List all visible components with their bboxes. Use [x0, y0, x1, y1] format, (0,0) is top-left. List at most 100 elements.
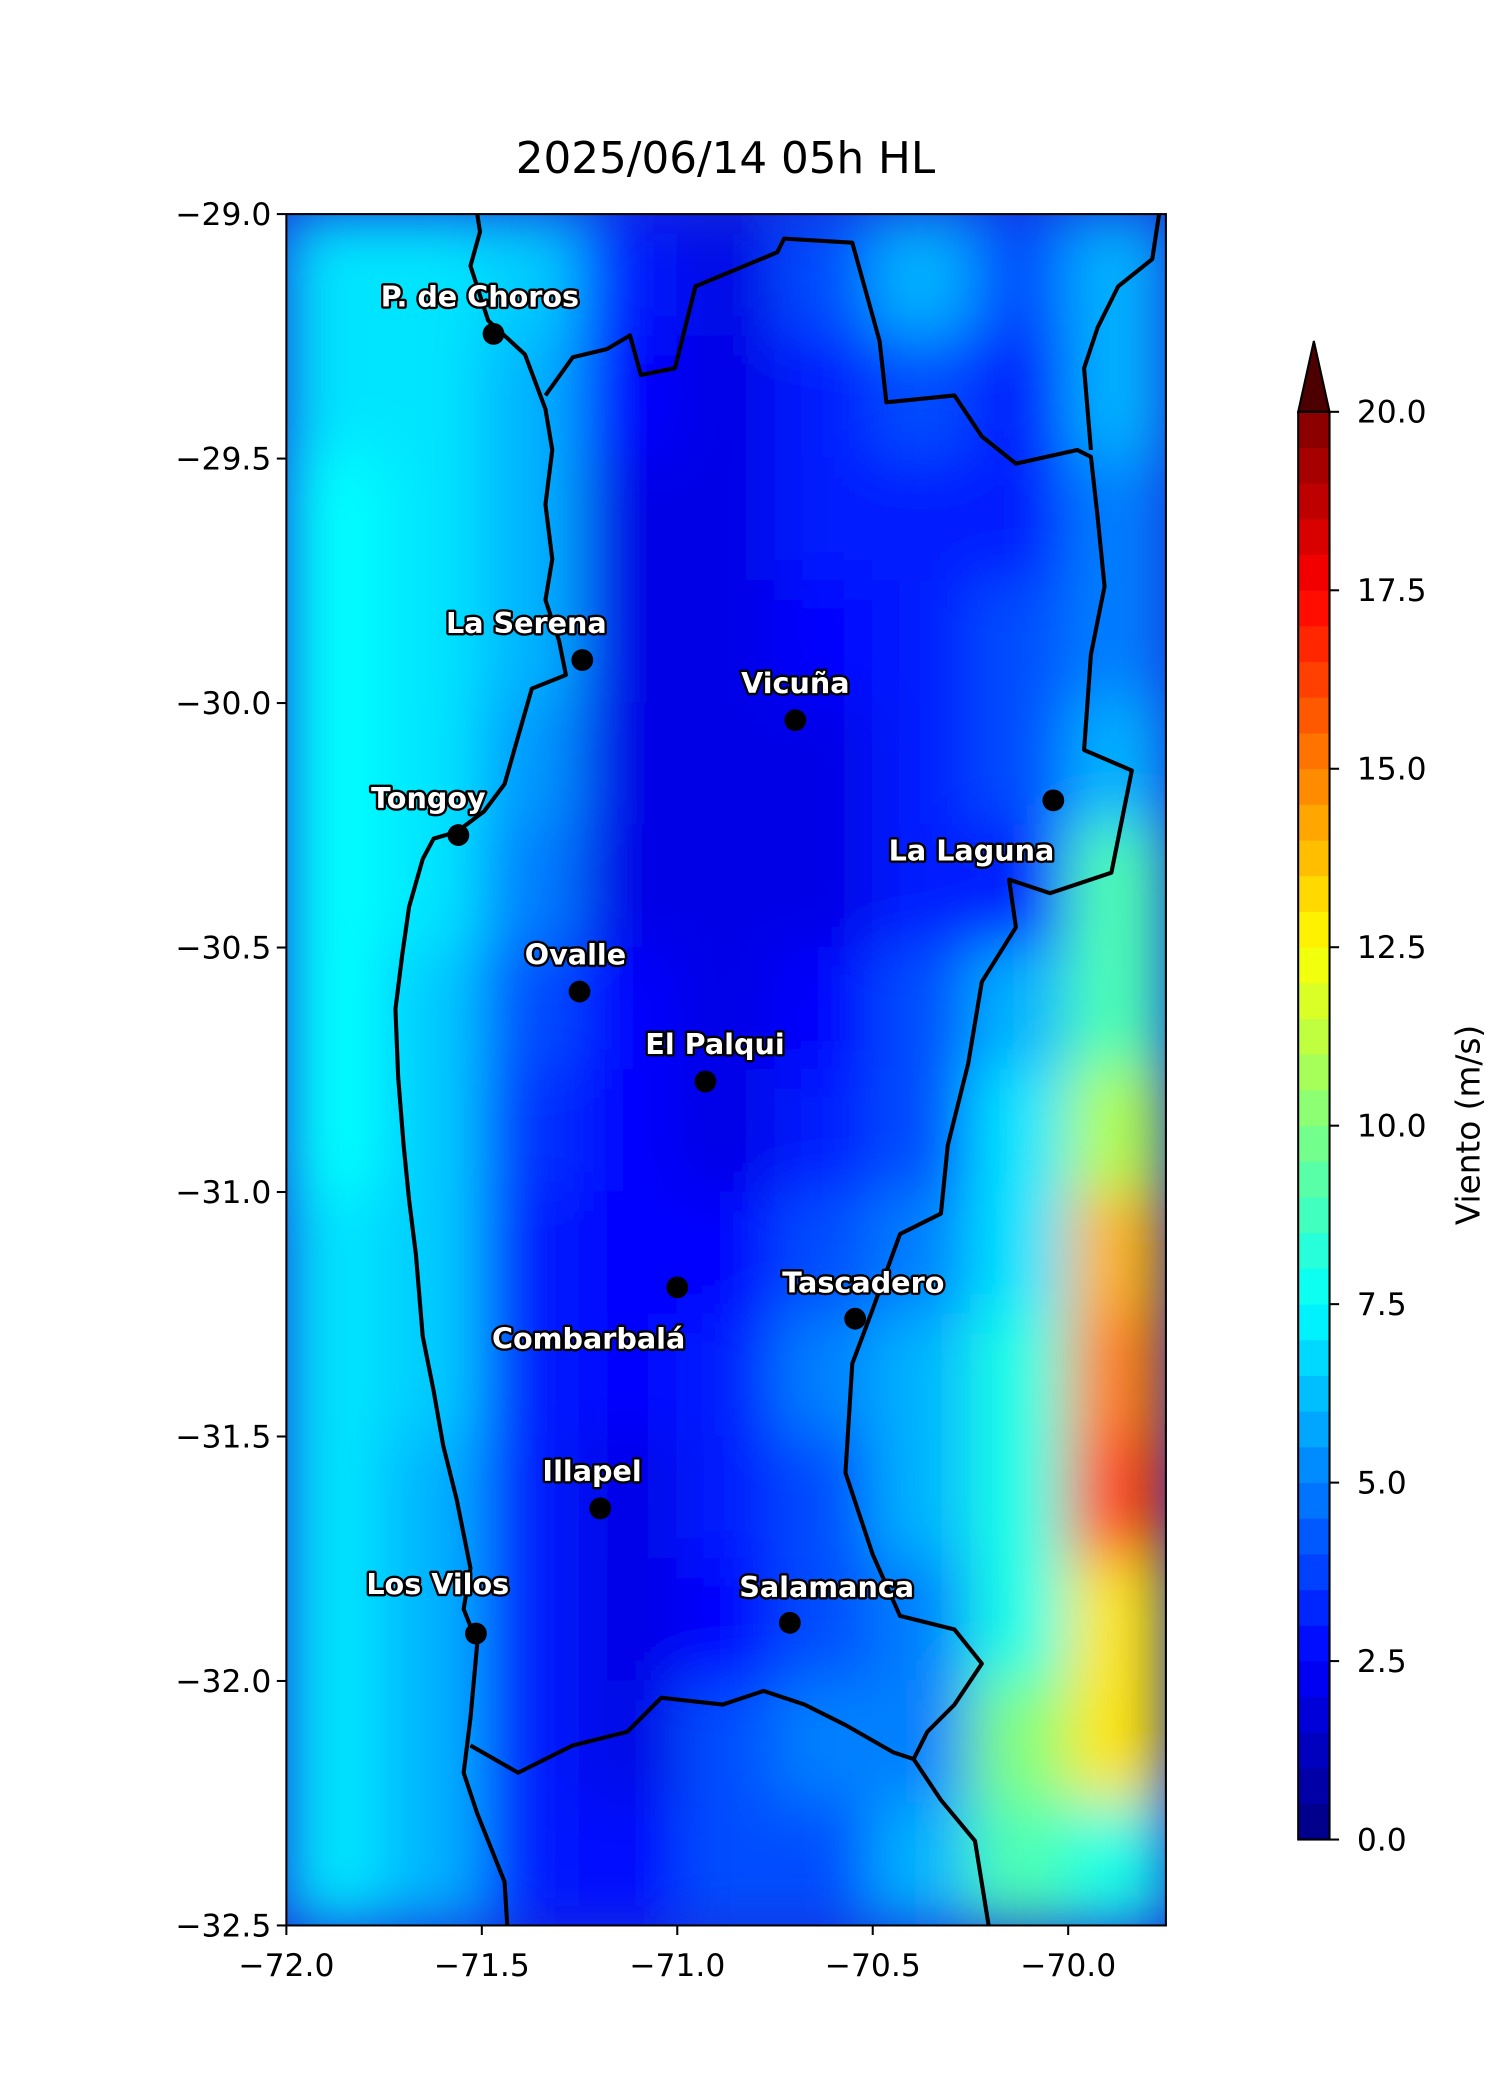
wind-cell: [578, 824, 678, 949]
x-tick-label: −70.5: [825, 1948, 921, 1984]
wind-cell: [383, 702, 483, 826]
boundaries: [393, 214, 1162, 1926]
colorbar-frame: [1297, 410, 1331, 1841]
wind-cell: [1067, 1680, 1166, 1804]
wind-cell: [676, 824, 776, 949]
wind-cell: [676, 1802, 776, 1926]
colorbar: 0.0 2.5 5.0 7.5 10.0 12.5 15.0 17.5 20.0: [1296, 340, 1427, 1858]
wind-cell: [774, 580, 874, 704]
chart-title: 2025/06/14 05h HL: [516, 134, 936, 184]
city-label: Ovalle: [525, 937, 626, 971]
y-tick-label: −30.5: [175, 930, 271, 966]
x-tick-label: −71.0: [629, 1948, 725, 1984]
y-tick-label: −29.5: [175, 441, 271, 477]
colorbar-band: [1298, 1232, 1330, 1269]
wind-cell: [286, 580, 385, 704]
colorbar-band: [1298, 1089, 1330, 1127]
wind-cell: [969, 580, 1069, 704]
colorbar-band: [1298, 732, 1330, 770]
colorbar-band: [1298, 1125, 1330, 1162]
wind-cell: [481, 1680, 581, 1804]
colorbar-band: [1298, 625, 1330, 663]
city-label: Tascadero: [782, 1266, 944, 1300]
city-marker: [589, 1497, 612, 1520]
wind-cell: [872, 702, 972, 826]
colorbar-band: [1298, 911, 1330, 948]
colorbar-tick-label: 0.0: [1357, 1822, 1407, 1858]
wind-cell: [383, 1435, 483, 1560]
wind-cell: [1067, 1191, 1166, 1315]
wind-cell: [286, 335, 385, 460]
wind-cell: [676, 1069, 776, 1193]
wind-cell: [969, 457, 1069, 582]
colorbar-band: [1298, 1375, 1330, 1412]
colorbar-band: [1298, 1660, 1330, 1698]
wind-cell: [969, 946, 1069, 1071]
city-label: Combarbalá: [492, 1322, 685, 1356]
city-marker: [571, 649, 594, 671]
colorbar-band: [1298, 982, 1330, 1020]
y-tick-label: −31.5: [175, 1419, 271, 1455]
wind-cell: [481, 1191, 581, 1315]
y-tick-label: −32.5: [175, 1908, 271, 1944]
wind-cell: [774, 214, 874, 338]
wind-cell: [969, 1558, 1069, 1682]
colorbar-band: [1298, 1303, 1330, 1341]
wind-cell: [774, 1191, 874, 1315]
wind-cell: [1067, 1435, 1166, 1560]
colorbar-band: [1298, 1018, 1330, 1055]
colorbar-band: [1298, 482, 1330, 520]
city-marker: [482, 322, 505, 345]
coastline: [393, 214, 568, 1926]
wind-cell: [578, 1191, 678, 1315]
wind-cell: [286, 1313, 385, 1438]
wind-cell: [578, 335, 678, 460]
colorbar-band: [1298, 1803, 1330, 1840]
colorbar-band: [1298, 1053, 1330, 1091]
colorbar-band: [1298, 1446, 1330, 1484]
colorbar-band: [1298, 661, 1330, 698]
colorbar-band: [1298, 1196, 1330, 1234]
colorbar-band: [1298, 946, 1330, 984]
city-marker: [844, 1307, 867, 1330]
wind-cell: [774, 1313, 874, 1438]
wind-cell: [286, 1802, 385, 1926]
colorbar-tick-label: 20.0: [1357, 395, 1427, 431]
wind-cell: [676, 1313, 776, 1438]
colorbar-tick-label: 15.0: [1357, 752, 1427, 788]
wind-cell: [578, 1435, 678, 1560]
wind-cell: [1067, 457, 1166, 582]
wind-cell: [481, 580, 581, 704]
wind-cell: [578, 1802, 678, 1926]
colorbar-band: [1298, 411, 1330, 448]
wind-cell: [1067, 1802, 1166, 1926]
colorbar-band: [1298, 1160, 1330, 1198]
city-label: La Serena: [446, 606, 607, 640]
colorbar-band: [1298, 1624, 1330, 1662]
wind-cell: [676, 702, 776, 826]
wind-cell: [1067, 214, 1166, 338]
wind-cell: [383, 1313, 483, 1438]
wind-cell: [481, 214, 581, 338]
wind-cell: [578, 702, 678, 826]
wind-cell: [969, 1435, 1069, 1560]
wind-cell: [286, 824, 385, 949]
wind-cell: [481, 457, 581, 582]
wind-cell: [872, 824, 972, 949]
wind-cell: [286, 946, 385, 1071]
wind-cell: [676, 457, 776, 582]
wind-cell: [578, 1558, 678, 1682]
wind-cell: [383, 824, 483, 949]
wind-cell: [872, 1435, 972, 1560]
city-marker: [778, 1611, 801, 1634]
wind-cell: [481, 946, 581, 1071]
wind-cell: [676, 335, 776, 460]
wind-cell: [872, 1802, 972, 1926]
wind-cell: [774, 1802, 874, 1926]
wind-cell: [1067, 580, 1166, 704]
wind-cell: [774, 1069, 874, 1193]
wind-cell: [481, 1435, 581, 1560]
wind-cell: [1067, 1558, 1166, 1682]
region-border-south: [469, 1688, 915, 1775]
city-label: Vicuña: [741, 666, 850, 700]
